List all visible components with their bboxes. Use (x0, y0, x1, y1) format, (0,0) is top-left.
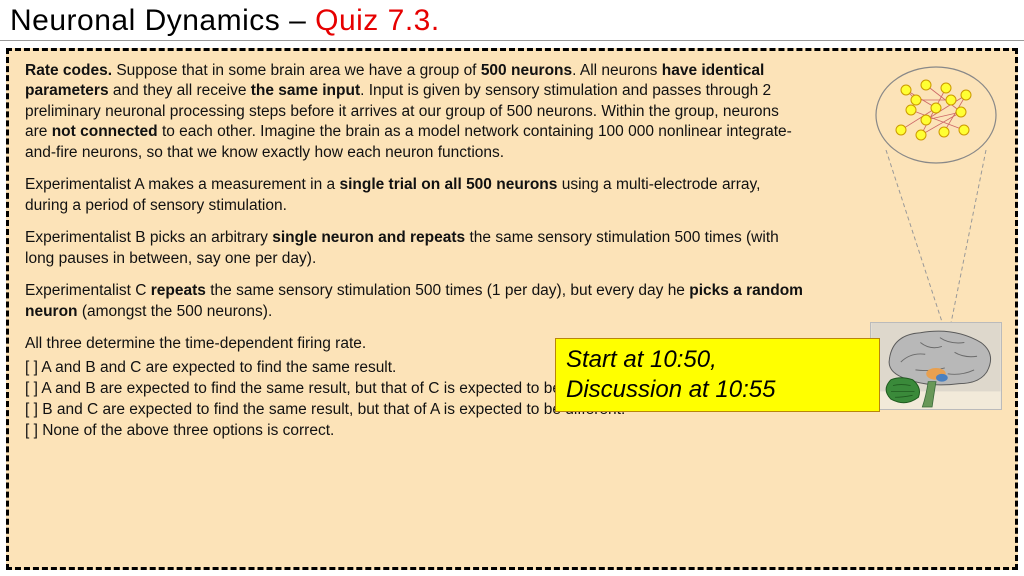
timing-callout: Start at 10:50, Discussion at 10:55 (555, 338, 880, 412)
bold-single-trial: single trial on all 500 neurons (339, 176, 557, 193)
paragraph-exp-b: Experimentalist B picks an arbitrary sin… (25, 228, 805, 269)
bold-not-connected: not connected (52, 123, 158, 140)
paragraph-rate-codes: Rate codes. Suppose that in some brain a… (25, 61, 805, 163)
brain-image (870, 322, 1002, 410)
page-title: Neuronal Dynamics – Quiz 7.3. (10, 4, 1014, 38)
neuron-network-icon (866, 60, 1006, 170)
bold-repeats: repeats (151, 282, 206, 299)
title-text-quiz: Quiz 7.3. (315, 4, 440, 37)
paragraph-exp-a: Experimentalist A makes a measurement in… (25, 175, 805, 216)
paragraph-exp-c: Experimentalist C repeats the same senso… (25, 281, 805, 322)
zoom-cone-lines (866, 150, 1006, 330)
bold-same-input: the same input (251, 82, 360, 99)
brain-svg (871, 323, 1001, 409)
zoom-lines-svg (866, 150, 1006, 330)
callout-line-1: Start at 10:50, (566, 345, 869, 375)
slide-header: Neuronal Dynamics – Quiz 7.3. (0, 0, 1024, 41)
option-d[interactable]: [ ] None of the above three options is c… (25, 421, 805, 442)
bold-rate-codes: Rate codes. (25, 62, 116, 79)
bold-500-neurons: 500 neurons (481, 62, 572, 79)
callout-line-2: Discussion at 10:55 (566, 375, 869, 405)
neuron-svg (866, 60, 1006, 170)
title-text-main: Neuronal Dynamics – (10, 4, 315, 37)
bold-single-neuron: single neuron and repeats (272, 229, 465, 246)
